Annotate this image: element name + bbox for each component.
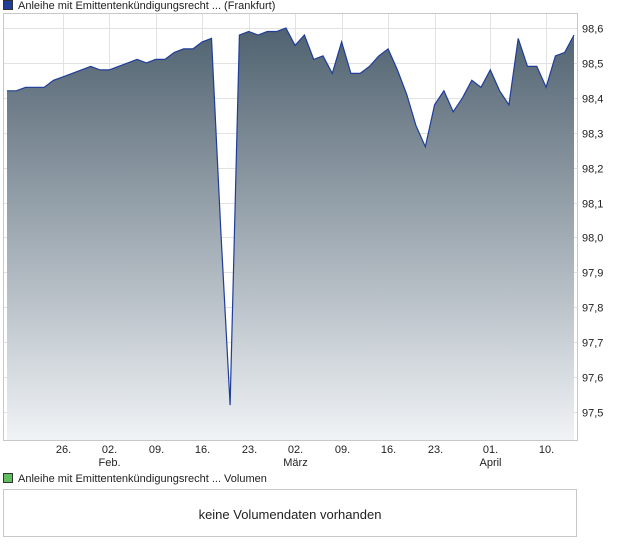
price-line	[7, 27, 575, 406]
x-tick-label: 23.	[242, 444, 257, 456]
y-tick-label: 98,3	[582, 129, 603, 141]
y-tick-label: 98,1	[582, 199, 603, 211]
volume-legend: Anleihe mit Emittentenkündigungsrecht ..…	[3, 473, 267, 486]
x-tick-label: 02.	[288, 444, 303, 456]
y-tick-label: 98,5	[582, 59, 603, 71]
price-legend-label: Anleihe mit Emittentenkündigungsrecht ..…	[18, 0, 276, 12]
x-month-label: März	[283, 457, 307, 469]
x-tick-label: 02.	[102, 444, 117, 456]
x-tick-label: 09.	[335, 444, 350, 456]
volume-legend-swatch	[3, 473, 13, 484]
x-month-label: April	[479, 457, 501, 469]
x-tick-label: 16.	[195, 444, 210, 456]
y-tick-label: 98,4	[582, 94, 603, 106]
x-tick-label: 09.	[149, 444, 164, 456]
volume-legend-label: Anleihe mit Emittentenkündigungsrecht ..…	[18, 473, 267, 485]
x-tick-label: 16.	[381, 444, 396, 456]
x-month-label: Feb.	[98, 457, 120, 469]
y-tick-label: 97,9	[582, 268, 603, 280]
price-chart: 98,6 98,5 98,4 98,3 98,2 98,1 98,0 97,9 97,8 97,7…	[3, 13, 603, 469]
x-tick-label: 01.	[483, 444, 498, 456]
x-tick-label: 23.	[428, 444, 443, 456]
y-tick-label: 97,5	[582, 408, 603, 420]
x-tick-label: 26.	[56, 444, 71, 456]
y-tick-label: 97,6	[582, 373, 603, 385]
y-tick-label: 98,2	[582, 164, 603, 176]
volume-empty-message: keine Volumendaten vorhanden	[198, 507, 382, 522]
y-tick-label: 98,6	[582, 24, 603, 36]
y-tick-label: 97,8	[582, 303, 603, 315]
volume-panel: keine Volumendaten vorhanden	[3, 489, 577, 537]
y-tick-label: 97,7	[582, 338, 603, 350]
y-axis: 98,6 98,5 98,4 98,3 98,2 98,1 98,0 97,9 97,8 97,7…	[582, 24, 603, 420]
price-legend: Anleihe mit Emittentenkündigungsrecht ..…	[3, 0, 275, 13]
price-legend-swatch	[3, 0, 13, 11]
y-tick-label: 98,0	[582, 233, 603, 245]
x-tick-label: 10.	[539, 444, 554, 456]
price-area	[7, 28, 574, 440]
